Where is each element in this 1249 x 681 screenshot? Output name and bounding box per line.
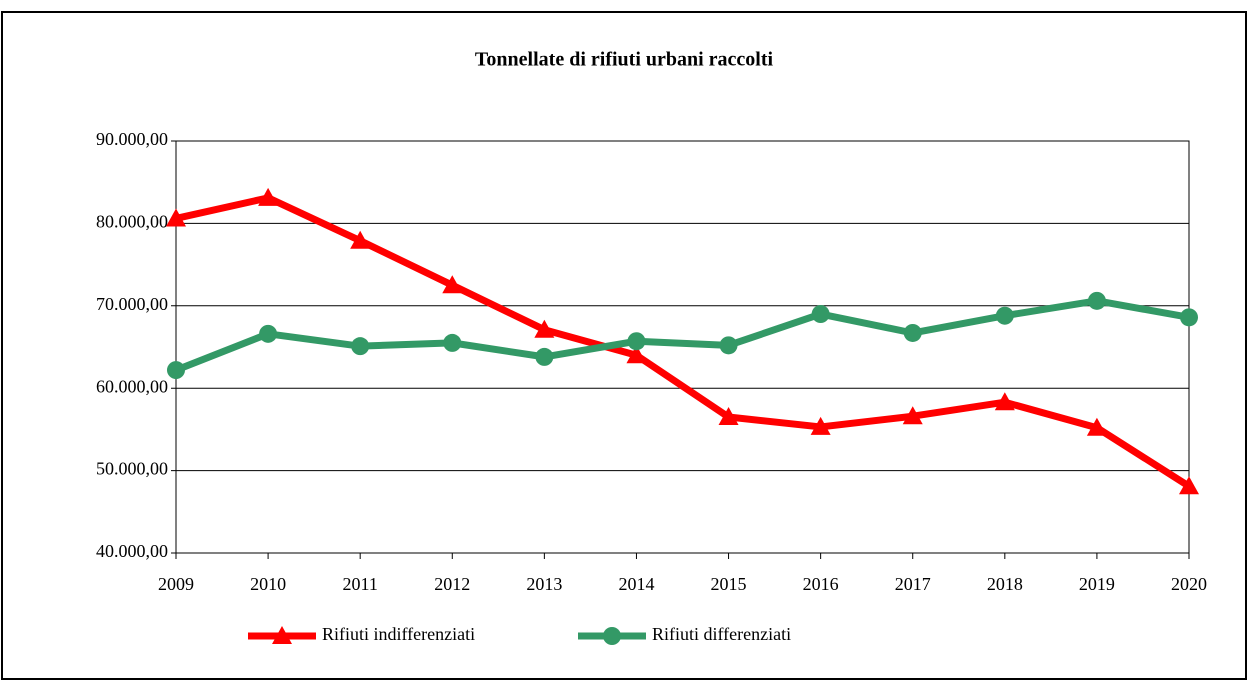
data-point <box>811 305 830 324</box>
y-tick-label: 60.000,00 <box>96 376 168 396</box>
data-point <box>259 324 278 343</box>
data-point <box>627 332 646 351</box>
data-point <box>626 345 647 364</box>
series-line <box>174 297 1190 374</box>
x-tick-label: 2010 <box>250 574 286 594</box>
data-point <box>1086 417 1107 436</box>
data-point <box>903 323 922 342</box>
data-point <box>1087 291 1106 310</box>
data-point <box>350 230 371 249</box>
x-tick-label: 2018 <box>987 574 1023 594</box>
data-point <box>719 336 738 355</box>
x-tick-label: 2015 <box>711 574 747 594</box>
series-line <box>175 194 1191 490</box>
data-point <box>994 392 1015 411</box>
data-point <box>442 275 463 294</box>
data-point <box>166 208 186 227</box>
legend-marker <box>603 627 621 645</box>
data-point <box>167 361 185 380</box>
y-tick-label: 40.000,00 <box>96 541 168 561</box>
x-tick-label: 2020 <box>1171 574 1207 594</box>
y-tick-label: 50.000,00 <box>96 459 168 479</box>
data-point <box>443 333 462 352</box>
x-tick-label: 2019 <box>1079 574 1115 594</box>
data-point <box>534 319 555 338</box>
x-tick-label: 2012 <box>434 574 470 594</box>
chart-title: Tonnellate di rifiuti urbani raccolti <box>475 49 774 71</box>
data-point <box>535 347 554 366</box>
legend-label: Rifiuti indifferenziati <box>322 624 475 644</box>
data-point <box>810 416 831 435</box>
data-point <box>351 337 370 356</box>
x-tick-label: 2017 <box>895 574 931 594</box>
legend-label: Rifiuti differenziati <box>652 624 791 644</box>
x-tick-label: 2014 <box>618 574 654 594</box>
y-tick-label: 90.000,00 <box>96 129 168 149</box>
data-point <box>902 406 923 425</box>
data-point <box>718 407 739 426</box>
legend-marker <box>272 626 292 644</box>
y-tick-label: 80.000,00 <box>96 212 168 232</box>
data-point <box>1180 308 1198 327</box>
x-tick-label: 2016 <box>803 574 839 594</box>
x-tick-label: 2013 <box>526 574 562 594</box>
data-point <box>258 187 279 206</box>
y-tick-label: 70.000,00 <box>96 294 168 314</box>
x-tick-label: 2011 <box>343 574 378 594</box>
data-point <box>1179 476 1199 495</box>
x-tick-label: 2009 <box>158 574 194 594</box>
data-point <box>995 306 1014 325</box>
